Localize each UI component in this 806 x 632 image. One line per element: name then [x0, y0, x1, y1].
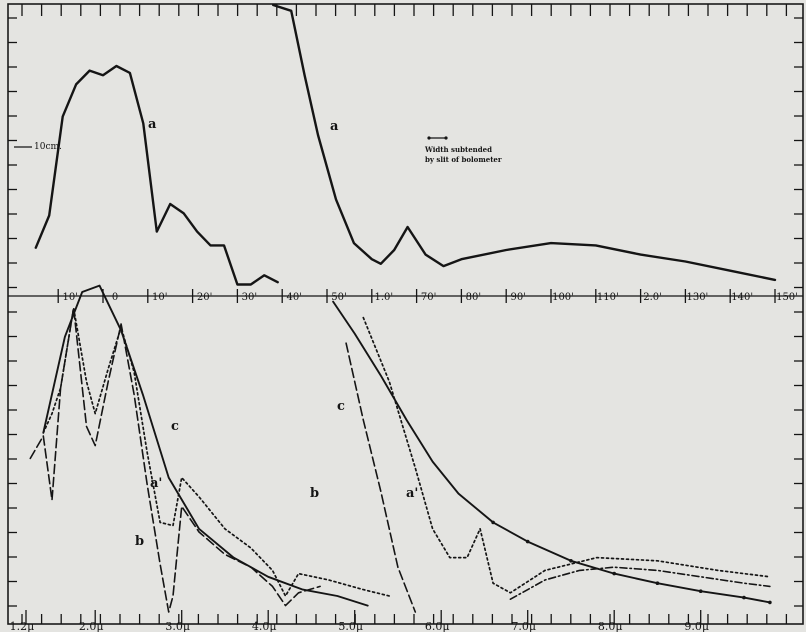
slit-annotation-line: by slit of bolometer	[425, 155, 502, 164]
series-point-c	[768, 600, 772, 605]
upper-axis-tick-label: 100'	[552, 292, 574, 303]
series-line-b-lower-4	[29, 307, 321, 613]
upper-axis-tick-label: 1.0'	[374, 292, 393, 303]
upper-axis-tick-label: 90'	[510, 292, 525, 303]
series-point-c	[655, 581, 660, 585]
upper-axis-tick-label: 0	[112, 292, 118, 303]
slit-annotation: Width subtended by slit of bolometer	[424, 145, 502, 164]
curves	[29, 3, 777, 613]
lower-axis-tick-label: 9.0μ	[684, 620, 709, 632]
series-line-c-lower-1	[332, 300, 771, 604]
series-point-c	[569, 559, 573, 563]
upper-axis-tick-label: 10'	[152, 292, 167, 303]
series-line-a-upper-1	[272, 3, 777, 282]
series-line-a-upper-0	[34, 64, 279, 286]
lower-axis-tick-label: 3.0μ	[165, 620, 190, 632]
series-line-a-prime-lower-3	[362, 316, 771, 594]
series-line-b-lower-5	[345, 342, 417, 613]
series-label-c: c	[337, 399, 345, 414]
upper-axis-tick-label: 70'	[421, 292, 436, 303]
series-point-c	[491, 520, 495, 525]
lower-axis-tick-label: 2.0μ	[79, 620, 104, 632]
series-point-c	[612, 571, 616, 576]
upper-axis-tick-label: 110'	[597, 292, 619, 303]
lower-axis-tick-label: 4.0μ	[252, 620, 277, 632]
slit-width-marker-dot	[444, 136, 448, 140]
upper-axis-tick-label: 20'	[197, 292, 212, 303]
frame-ticks	[8, 4, 803, 624]
upper-axis-tick-label: 30'	[242, 292, 257, 303]
upper-axis-tick-label: 150'	[776, 292, 798, 303]
upper-axis-tick-label: 10'	[62, 292, 77, 303]
upper-axis-tick-label: 40'	[286, 292, 301, 303]
series-label-b: b	[310, 486, 319, 501]
series-line-c-lower-0	[42, 284, 369, 607]
slit-width-marker-dot	[427, 136, 431, 140]
scale-label: 10cm.	[34, 142, 62, 152]
series-label-b: b	[135, 534, 144, 549]
series-label-a-prime: a'	[406, 486, 418, 501]
upper-axis-tick-label: 2.0'	[643, 292, 662, 303]
plot-frame	[7, 3, 804, 625]
series-point-c	[525, 539, 530, 544]
lower-axis-tick-label: 1.2μ	[10, 620, 35, 632]
slit-annotation-line: Width subtended	[424, 145, 492, 154]
upper-axis-tick-label: 140'	[731, 292, 753, 303]
series-label-a-prime: a'	[150, 476, 162, 491]
series-label-a: a	[330, 119, 339, 134]
lower-axis-tick-label: 8.0μ	[598, 620, 623, 632]
lower-axis-tick-label: 5.0μ	[338, 620, 363, 632]
series-label-a: a	[148, 117, 157, 132]
upper-x-axis: 10' 0 10' 20' 30' 40' 50' 1.0' 70' 80' 90' 100' 110'…	[8, 289, 803, 632]
upper-axis-tick-label: 80'	[466, 292, 481, 303]
series-point-c	[698, 589, 703, 593]
series-label-c: c	[171, 419, 179, 434]
upper-axis-tick-label: 50'	[331, 292, 346, 303]
lower-axis-tick-label: 7.0μ	[511, 620, 536, 632]
series-point-c	[742, 595, 746, 600]
series-line-unnamed-lower-6	[509, 566, 771, 600]
series-line-a-prime-lower-2	[42, 307, 391, 597]
lower-axis-tick-label: 6.0μ	[425, 620, 450, 632]
upper-axis-tick-label: 130'	[686, 292, 708, 303]
labels: 10cm. Width subtended by slit of bolomet…	[14, 117, 502, 549]
